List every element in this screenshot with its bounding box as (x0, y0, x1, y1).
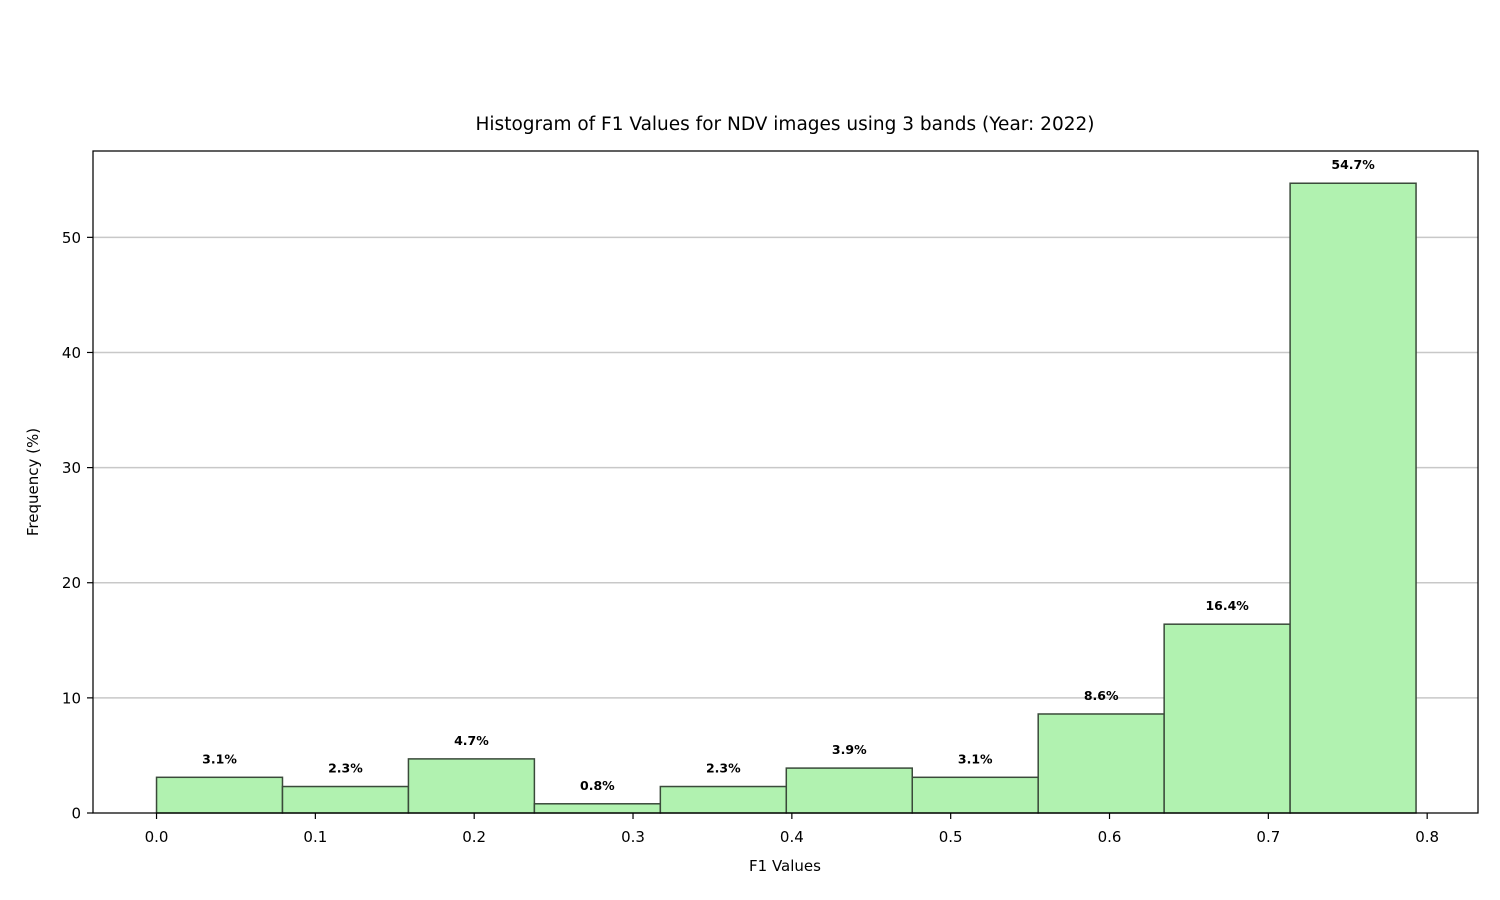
histogram-bar (281, 785, 410, 814)
histogram-bar (785, 767, 913, 814)
bar-value-label: 2.3% (706, 761, 741, 776)
x-tick-label: 0.8 (1415, 828, 1439, 846)
x-tick-label: 0.2 (462, 828, 486, 846)
y-tick-label: 50 (62, 229, 81, 247)
histogram-bar (659, 785, 788, 814)
histogram-bar (407, 758, 536, 814)
bar-value-label: 2.3% (328, 761, 363, 776)
x-tick-label: 0.3 (621, 828, 645, 846)
chart-title: Histogram of F1 Values for NDV images us… (476, 114, 1095, 135)
histogram-bar (1163, 623, 1291, 814)
x-tick-label: 0.7 (1256, 828, 1280, 846)
x-axis-label: F1 Values (749, 857, 821, 875)
bar-value-label: 3.9% (832, 742, 867, 757)
x-tick-label: 0.4 (780, 828, 804, 846)
y-tick-label: 0 (71, 805, 81, 823)
histogram-bar (155, 776, 284, 814)
y-tick-label: 20 (62, 574, 81, 592)
y-axis-label: Frequency (%) (24, 428, 42, 536)
bar-value-label: 3.1% (958, 751, 993, 766)
histogram-bar (533, 803, 662, 814)
histogram-bar (911, 776, 1039, 814)
y-tick-label: 10 (62, 689, 81, 707)
plot-frame (92, 150, 1479, 814)
histogram-bar (1037, 713, 1165, 814)
histogram-bar (1289, 182, 1417, 814)
bar-value-label: 0.8% (580, 778, 615, 793)
x-tick-label: 0.6 (1098, 828, 1122, 846)
x-tick-label: 0.5 (939, 828, 963, 846)
bar-labels: 3.1% 2.3% 4.7% 0.8% 2.3% 3.9% 3.1% 8.6% 16.4% 54.… (202, 157, 1375, 793)
y-axis: 0 10 20 30 40 50 (62, 229, 93, 823)
x-tick-label: 0.1 (303, 828, 327, 846)
x-tick-label: 0.0 (145, 828, 169, 846)
bar-value-label: 16.4% (1205, 598, 1249, 613)
bar-value-label: 4.7% (454, 733, 489, 748)
bars (155, 182, 1417, 814)
bar-value-label: 3.1% (202, 751, 237, 766)
bar-value-label: 54.7% (1331, 157, 1375, 172)
y-tick-label: 30 (62, 459, 81, 477)
bar-value-label: 8.6% (1084, 688, 1119, 703)
x-axis: 0.0 0.1 0.2 0.3 0.4 0.5 0.6 0.7 0.8 (145, 813, 1439, 846)
y-tick-label: 40 (62, 344, 81, 362)
